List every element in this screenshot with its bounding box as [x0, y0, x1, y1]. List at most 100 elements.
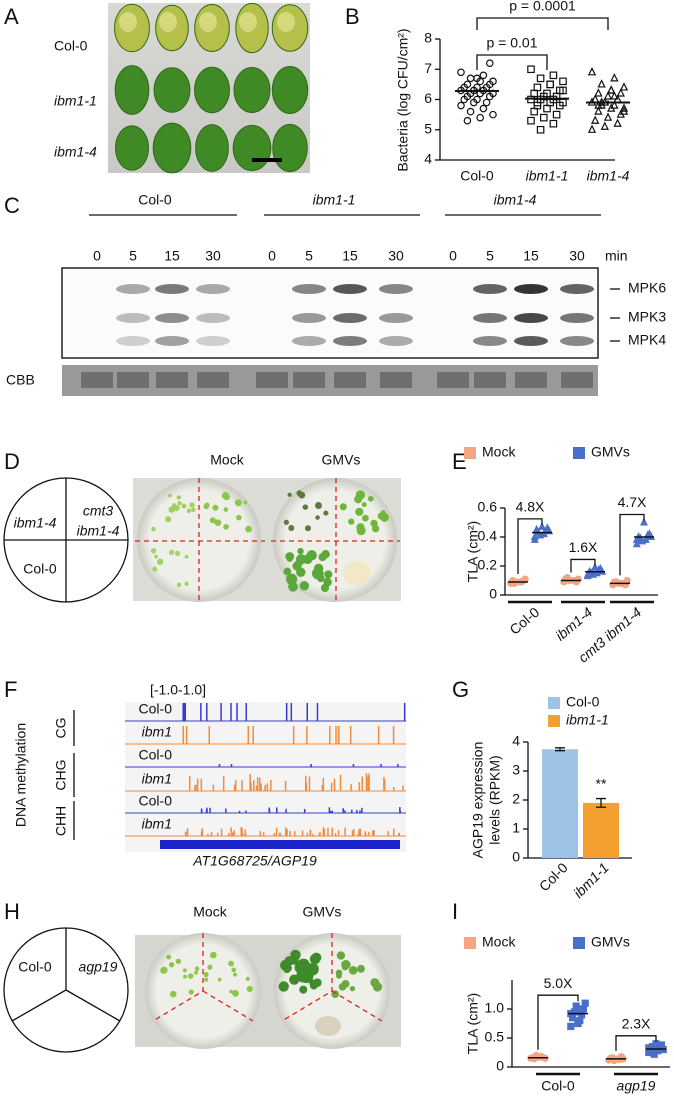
leaf — [233, 67, 271, 113]
treatment: Mock — [193, 904, 227, 920]
cbb-band — [256, 372, 288, 388]
bracket — [517, 518, 543, 574]
context: CHG — [53, 759, 69, 790]
seedling — [169, 990, 177, 998]
significance: ** — [596, 775, 607, 791]
seedling — [194, 966, 200, 972]
seedling — [210, 951, 217, 959]
point — [539, 113, 548, 122]
point — [610, 73, 619, 82]
point — [530, 107, 539, 116]
band — [560, 284, 594, 294]
seedling — [233, 972, 238, 977]
band — [292, 336, 326, 346]
point — [576, 1005, 584, 1013]
seedling — [315, 515, 320, 520]
cbb-band — [117, 372, 149, 388]
band — [116, 284, 150, 294]
point — [594, 106, 603, 115]
tracks — [125, 703, 406, 837]
seedling — [168, 506, 176, 513]
leaf-chlorosis — [119, 12, 137, 32]
seedling — [229, 989, 233, 994]
group-label: Col-0 — [138, 192, 172, 208]
seedling — [203, 503, 210, 510]
point — [632, 534, 641, 543]
point — [619, 103, 629, 112]
fold-change: 4.7X — [618, 494, 647, 510]
timepoint: 30 — [388, 248, 404, 264]
leaf — [194, 66, 230, 114]
point — [603, 91, 613, 100]
track-label: Col-0 — [139, 793, 173, 809]
leaf-chlorosis — [199, 12, 217, 32]
panel-letter: F — [4, 677, 17, 702]
fold-change: 2.3X — [622, 1016, 651, 1032]
seedlings — [150, 490, 389, 593]
cbb-band — [561, 372, 593, 388]
timepoint: 5 — [486, 248, 494, 264]
y-axis-title: TLA (cm²) — [465, 521, 481, 582]
y-tick-label: 3 — [512, 762, 520, 778]
seedling — [204, 977, 209, 982]
point — [549, 71, 558, 80]
point — [591, 562, 599, 571]
seedling — [152, 566, 158, 572]
seedling — [367, 495, 374, 502]
seedling — [150, 548, 157, 554]
seedling — [290, 949, 301, 961]
seedling — [203, 971, 209, 978]
y-tick-label: 8 — [424, 30, 432, 46]
seedling — [321, 549, 330, 559]
point — [607, 103, 616, 112]
seedling — [299, 967, 311, 979]
timepoint: 30 — [569, 248, 585, 264]
point — [538, 521, 546, 530]
error-bar — [555, 747, 565, 752]
point — [549, 119, 558, 128]
seedling — [214, 519, 222, 527]
band — [155, 336, 189, 346]
group-label: ibm1-1 — [313, 192, 356, 208]
bracket — [570, 558, 596, 573]
timepoint: 15 — [523, 248, 539, 264]
point — [485, 92, 494, 101]
point — [594, 88, 603, 97]
point — [638, 536, 647, 545]
band — [196, 284, 230, 294]
point — [533, 83, 542, 92]
leaf-chlorosis — [277, 12, 295, 32]
error-bar — [596, 797, 606, 808]
timepoint: 5 — [129, 248, 137, 264]
panel-letter: A — [4, 4, 19, 29]
point — [466, 107, 475, 116]
point — [623, 576, 631, 585]
leaf — [271, 66, 309, 114]
seedling — [194, 970, 198, 975]
y-tick-label: 0.6 — [478, 499, 498, 515]
seedling — [299, 985, 308, 994]
divider — [11, 928, 121, 1022]
band — [196, 313, 230, 323]
y-tick-label: 0.5 — [485, 1029, 505, 1045]
seedling — [323, 510, 329, 516]
band-label: MPK6 — [628, 280, 666, 296]
point — [577, 1011, 586, 1019]
panel-letter: H — [4, 899, 20, 924]
seedling — [370, 519, 378, 527]
y-tick-label: 0.2 — [478, 557, 498, 573]
seedling — [361, 502, 367, 508]
seedling — [336, 972, 342, 979]
timepoint: 15 — [342, 248, 358, 264]
y-tick-label: 5 — [424, 120, 432, 136]
point — [479, 71, 488, 80]
point — [479, 104, 488, 113]
point — [600, 121, 609, 130]
point — [476, 113, 485, 122]
seedling — [341, 959, 351, 970]
point — [610, 91, 619, 100]
leaf — [153, 67, 191, 113]
y-axis-title: AGP19 expression — [470, 742, 486, 859]
cbb-band — [474, 372, 506, 388]
panel-letter: D — [4, 449, 20, 474]
